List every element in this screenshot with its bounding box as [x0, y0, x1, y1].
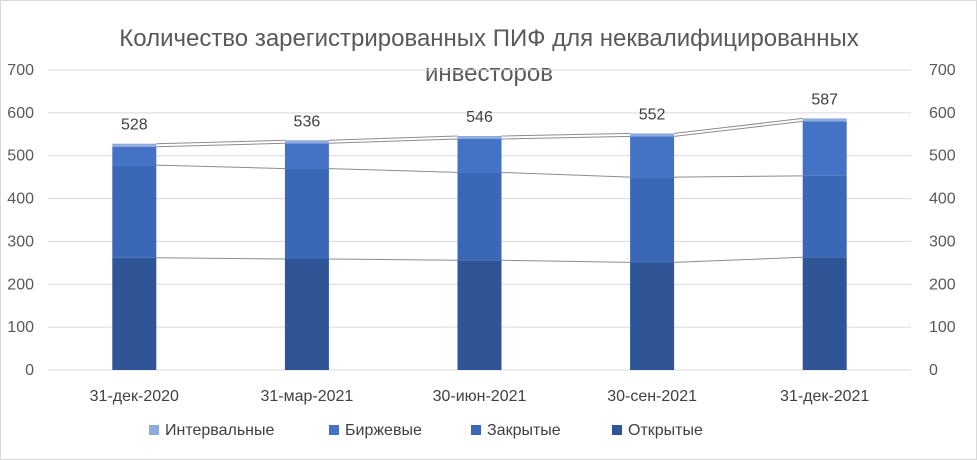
y-tick-label-right: 200	[929, 276, 956, 293]
y-tick-label-left: 0	[25, 362, 34, 379]
bar-segment	[630, 136, 675, 178]
legend: Интервальные Биржевые Закрытые Открытые	[149, 422, 703, 439]
bar-segment	[112, 257, 157, 370]
total-data-label: 546	[466, 109, 493, 126]
y-tick-label-left: 600	[7, 105, 34, 122]
chart-title: Количество зарегистрированных ПИФ для не…	[119, 25, 858, 87]
x-category-label: 31-мар-2021	[260, 388, 353, 405]
legend-swatch	[329, 425, 339, 435]
bar-segment	[630, 262, 675, 370]
bar-segment	[112, 143, 157, 147]
y-tick-label-left: 100	[7, 319, 34, 336]
bar-segment	[802, 121, 847, 176]
bar-segment	[284, 140, 329, 144]
x-axis: 31-дек-2020 31-мар-2021 30-июн-2021 30-сен-…	[90, 388, 870, 405]
y-tick-label-right: 400	[929, 191, 956, 208]
y-axis-left: 0 100 200 300 400 500 600 700	[7, 62, 34, 379]
total-labels: 528 536 546 552 587	[121, 91, 838, 133]
y-tick-label-left: 300	[7, 233, 34, 250]
legend-label: Интервальные	[165, 422, 275, 439]
chart-title-line-2: инвесторов	[425, 60, 553, 87]
legend-swatch	[612, 425, 622, 435]
bar-segment	[802, 257, 847, 370]
bar-segment	[457, 136, 502, 139]
bar-segment	[457, 260, 502, 370]
y-tick-label-right: 0	[929, 362, 938, 379]
x-category-label: 30-сен-2021	[607, 388, 697, 405]
bar-segment	[284, 143, 329, 169]
y-tick-label-right: 700	[929, 62, 956, 79]
total-data-label: 552	[639, 106, 666, 123]
bar-segment	[630, 177, 675, 263]
legend-label: Закрытые	[487, 422, 561, 439]
y-tick-label-left: 400	[7, 191, 34, 208]
bar-segment	[112, 146, 157, 166]
legend-label: Открытые	[628, 422, 703, 439]
bars	[112, 118, 847, 370]
y-tick-label-left: 200	[7, 276, 34, 293]
y-axis-right: 0 100 200 300 400 500 600 700	[929, 62, 956, 379]
bar-segment	[457, 172, 502, 261]
y-tick-label-right: 100	[929, 319, 956, 336]
legend-swatch	[471, 425, 481, 435]
total-data-label: 536	[294, 113, 321, 130]
y-tick-label-left: 500	[7, 148, 34, 165]
y-tick-label-left: 700	[7, 62, 34, 79]
chart-title-line-1: Количество зарегистрированных ПИФ для не…	[119, 25, 858, 52]
bar-segment	[457, 139, 502, 173]
y-tick-label-right: 500	[929, 148, 956, 165]
x-category-label: 31-дек-2021	[780, 388, 869, 405]
bar-segment	[284, 259, 329, 370]
legend-swatch	[149, 425, 159, 435]
bar-segment	[630, 133, 675, 137]
total-data-label: 528	[121, 117, 148, 134]
y-tick-label-right: 300	[929, 233, 956, 250]
bar-segment	[802, 175, 847, 258]
bar-segment	[802, 118, 847, 122]
x-category-label: 30-июн-2021	[433, 388, 527, 405]
bar-segment	[284, 168, 329, 259]
y-tick-label-right: 600	[929, 105, 956, 122]
bar-segment	[112, 165, 157, 258]
legend-label: Биржевые	[345, 422, 422, 439]
x-category-label: 31-дек-2020	[90, 388, 179, 405]
total-data-label: 587	[811, 91, 838, 108]
